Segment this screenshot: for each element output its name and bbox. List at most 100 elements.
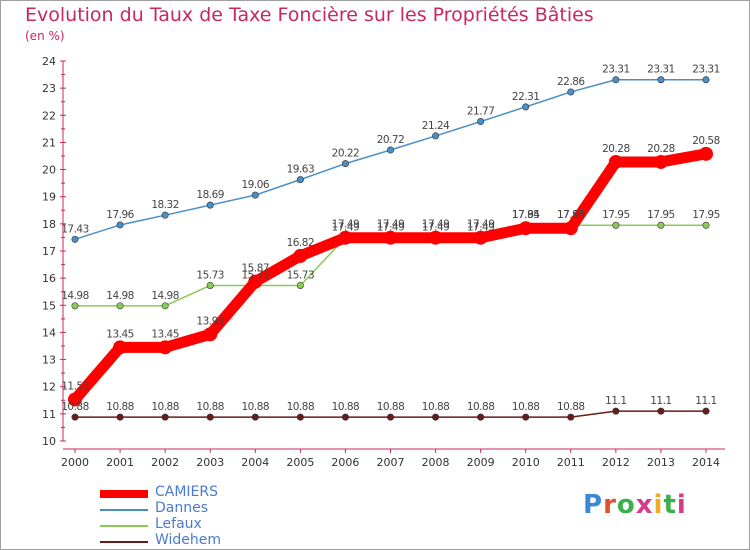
x-tick-label: 2000: [61, 456, 89, 469]
data-labels-layer: 10.88 10.88 10.88 10.88 10.88 10.88 10.88 10.88…: [61, 64, 720, 413]
data-label: 17.84: [512, 209, 540, 221]
x-tick-label: 2002: [151, 456, 179, 469]
x-tick-label: 2001: [106, 456, 134, 469]
data-label: 17.95: [512, 209, 540, 221]
data-point: [206, 201, 214, 209]
legend-label: Lefaux: [155, 516, 202, 532]
x-tick-label: 2004: [241, 456, 269, 469]
data-label: 17.95: [692, 209, 720, 221]
data-point: [338, 230, 353, 245]
legend-swatch: [100, 509, 148, 511]
data-label: 23.31: [602, 64, 630, 76]
data-label: 11.1: [650, 395, 671, 407]
y-tick-label: 15: [42, 299, 56, 312]
data-label: 13.93: [196, 315, 224, 327]
data-label: 15.87: [242, 263, 270, 275]
data-point: [653, 154, 668, 169]
data-point: [296, 281, 304, 289]
y-tick-label: 21: [42, 136, 56, 149]
data-point: [68, 392, 82, 407]
data-label: 17.49: [332, 219, 360, 231]
series-dannes: [71, 76, 710, 243]
data-point: [567, 413, 575, 421]
data-point: [71, 413, 79, 421]
x-tick-label: 2012: [602, 456, 630, 469]
data-label: 10.88: [151, 401, 179, 413]
y-tick-label: 23: [42, 82, 56, 95]
data-point: [522, 103, 530, 111]
data-label: 19.06: [242, 179, 270, 191]
data-label: 16.82: [287, 237, 315, 249]
data-label: 17.95: [647, 209, 675, 221]
data-label: 17.49: [332, 222, 360, 234]
y-tick-label: 22: [42, 109, 56, 122]
y-tick-label: 11: [42, 408, 56, 421]
data-label: 11.1: [605, 395, 626, 407]
data-label: 11.53: [61, 380, 89, 392]
data-label: 17.49: [377, 222, 405, 234]
data-label: 17.84: [557, 209, 585, 221]
data-label: 10.88: [332, 401, 360, 413]
data-point: [657, 76, 665, 84]
data-point: [293, 248, 308, 263]
data-point: [386, 146, 394, 154]
data-point: [206, 413, 214, 421]
data-label: 22.86: [557, 76, 585, 88]
data-point: [116, 413, 124, 421]
data-label: 10.88: [106, 401, 134, 413]
data-label: 21.24: [422, 120, 450, 132]
x-tick-label: 2014: [692, 456, 720, 469]
unit-label: (en %): [25, 29, 65, 43]
y-tick-label: 18: [42, 218, 56, 231]
data-point: [657, 407, 665, 415]
data-point: [473, 230, 488, 245]
data-label: 17.49: [377, 219, 405, 231]
y-tick-label: 12: [42, 381, 56, 394]
data-point: [567, 88, 575, 96]
data-label: 20.28: [647, 143, 675, 155]
series-layer: [68, 76, 713, 421]
data-point: [386, 413, 394, 421]
data-point: [608, 154, 623, 169]
data-point: [71, 302, 79, 310]
x-tick-label: 2013: [647, 456, 675, 469]
data-label: 17.95: [602, 209, 630, 221]
data-label: 17.43: [61, 223, 89, 235]
data-label: 15.73: [196, 269, 224, 281]
data-label: 14.98: [106, 290, 134, 302]
data-label: 20.28: [602, 143, 630, 155]
data-label: 10.88: [377, 401, 405, 413]
x-tick-label: 2003: [196, 456, 224, 469]
data-label: 17.95: [557, 209, 585, 221]
data-label: 18.69: [196, 189, 224, 201]
data-point: [657, 221, 665, 229]
data-point: [432, 413, 440, 421]
y-tick-label: 14: [42, 326, 56, 339]
data-point: [251, 413, 259, 421]
data-label: 18.32: [151, 199, 179, 211]
data-label: 17.49: [422, 222, 450, 234]
data-point: [296, 176, 304, 184]
data-point: [432, 132, 440, 140]
x-tick-label: 2008: [422, 456, 450, 469]
data-label: 21.77: [467, 106, 495, 118]
data-point: [161, 413, 169, 421]
data-point: [296, 413, 304, 421]
data-point: [248, 274, 263, 289]
data-point: [158, 340, 173, 355]
data-point: [699, 146, 713, 161]
data-point: [702, 221, 710, 229]
data-point: [702, 76, 710, 84]
data-label: 14.98: [61, 290, 89, 302]
legend-label: CAMIERS: [155, 484, 219, 500]
data-point: [71, 235, 79, 243]
x-tick-label: 2011: [557, 456, 585, 469]
data-label: 20.72: [377, 134, 405, 146]
data-label: 10.88: [287, 401, 315, 413]
data-point: [116, 221, 124, 229]
data-label: 20.22: [332, 148, 360, 160]
legend-label: Dannes: [155, 500, 209, 516]
data-point: [116, 302, 124, 310]
